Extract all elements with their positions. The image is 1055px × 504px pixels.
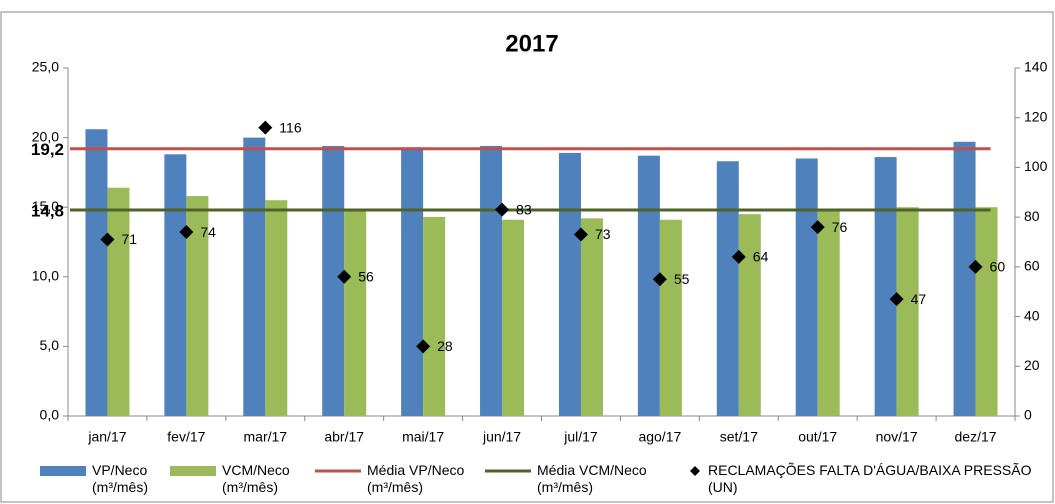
- bar: [795, 158, 818, 417]
- diamond-marker: [573, 227, 588, 242]
- diamond-marker: [337, 269, 352, 284]
- bar: [243, 137, 266, 416]
- data-label: 28: [437, 338, 453, 354]
- bar: [401, 147, 424, 416]
- bar: [953, 141, 976, 416]
- legend-label: Média VP/Neco (m³/mês): [367, 462, 465, 495]
- legend-label: VP/Neco (m³/mês): [92, 462, 148, 495]
- y2-tick-label: 20: [1024, 357, 1040, 373]
- legend-symbol: [485, 469, 531, 473]
- bar: [322, 145, 345, 416]
- bar: [265, 200, 288, 416]
- y2-tick-label: 120: [1024, 108, 1048, 124]
- diamond-marker: [258, 120, 273, 135]
- x-tick-label: abr/17: [324, 429, 364, 445]
- bar: [975, 207, 998, 416]
- bar: [738, 214, 761, 416]
- x-tick-label: set/17: [720, 429, 758, 445]
- legend-symbol: [170, 466, 216, 476]
- bar: [637, 155, 660, 417]
- chart-title: 2017: [505, 30, 558, 57]
- x-tick-label: nov/17: [876, 429, 918, 445]
- bar: [85, 129, 108, 417]
- x-tick-label: ago/17: [638, 429, 681, 445]
- x-tick-label: out/17: [798, 429, 837, 445]
- data-label: 60: [990, 259, 1006, 275]
- legend-label: RECLAMAÇÕES FALTA D'ÁGUA/BAIXA PRESSÃO (…: [708, 462, 1032, 495]
- data-label: 76: [832, 219, 848, 235]
- y-tick-label: 5,0: [40, 337, 60, 353]
- bar: [558, 152, 581, 417]
- x-tick-label: dez/17: [955, 429, 997, 445]
- legend-symbol: [690, 466, 700, 476]
- data-label: 73: [595, 226, 611, 242]
- x-tick-label: jan/17: [87, 429, 126, 445]
- y2-tick-label: 140: [1024, 59, 1048, 75]
- data-label: 116: [279, 119, 302, 135]
- data-label: 74: [200, 224, 216, 240]
- y2-tick-label: 100: [1024, 158, 1048, 174]
- bar: [817, 208, 840, 416]
- legend-item: Média VCM/Neco (m³/mês): [485, 462, 670, 496]
- legend-symbol: [40, 466, 86, 476]
- diamond-marker: [652, 272, 667, 287]
- bar: [164, 154, 187, 416]
- data-label: 83: [516, 201, 532, 217]
- data-label: 71: [121, 231, 137, 247]
- diamond-marker: [731, 249, 746, 264]
- y-tick-label: 15,0: [32, 198, 59, 214]
- bar: [896, 207, 919, 416]
- y-tick-label: 10,0: [32, 268, 59, 284]
- diamond-marker: [889, 292, 904, 307]
- bar: [344, 208, 367, 416]
- diamond-marker: [968, 259, 983, 274]
- y2-tick-label: 0: [1024, 407, 1032, 423]
- diamond-marker: [179, 225, 194, 240]
- diamond-marker: [416, 339, 431, 354]
- bar: [580, 218, 603, 416]
- diamond-marker: [810, 220, 825, 235]
- legend-label: VCM/Neco (m³/mês): [222, 462, 290, 495]
- y-tick-label: 25,0: [32, 59, 59, 75]
- y-tick-label: 0,0: [40, 407, 60, 423]
- diamond-marker: [495, 202, 510, 217]
- x-tick-label: fev/17: [167, 429, 205, 445]
- bar: [107, 187, 130, 416]
- y2-tick-label: 60: [1024, 258, 1040, 274]
- mean-label: 19,2: [31, 140, 64, 159]
- bar: [186, 196, 209, 416]
- chart-frame: [0, 11, 1054, 503]
- bar: [874, 157, 897, 416]
- diamond-marker: [100, 232, 115, 247]
- y2-tick-label: 80: [1024, 208, 1040, 224]
- legend-symbol: [315, 469, 361, 473]
- data-label: 56: [358, 269, 374, 285]
- legend-item: Média VP/Neco (m³/mês): [315, 462, 490, 496]
- x-tick-label: jul/17: [563, 429, 598, 445]
- x-tick-label: mar/17: [244, 429, 288, 445]
- bar: [502, 219, 525, 416]
- legend-item: VP/Neco (m³/mês): [40, 462, 195, 496]
- y2-tick-label: 40: [1024, 307, 1040, 323]
- bar: [659, 219, 682, 416]
- legend-label: Média VCM/Neco (m³/mês): [537, 462, 647, 495]
- y-tick-label: 20,0: [32, 128, 59, 144]
- x-tick-label: jun/17: [482, 429, 521, 445]
- data-label: 64: [753, 249, 769, 265]
- legend-item: VCM/Neco (m³/mês): [170, 462, 330, 496]
- bar: [480, 145, 503, 416]
- data-label: 47: [911, 291, 927, 307]
- x-tick-label: mai/17: [402, 429, 444, 445]
- bar: [423, 216, 446, 416]
- mean-label: 14,8: [31, 201, 64, 220]
- bar: [716, 161, 739, 416]
- legend-item: RECLAMAÇÕES FALTA D'ÁGUA/BAIXA PRESSÃO (…: [688, 462, 1055, 496]
- data-label: 55: [674, 271, 690, 287]
